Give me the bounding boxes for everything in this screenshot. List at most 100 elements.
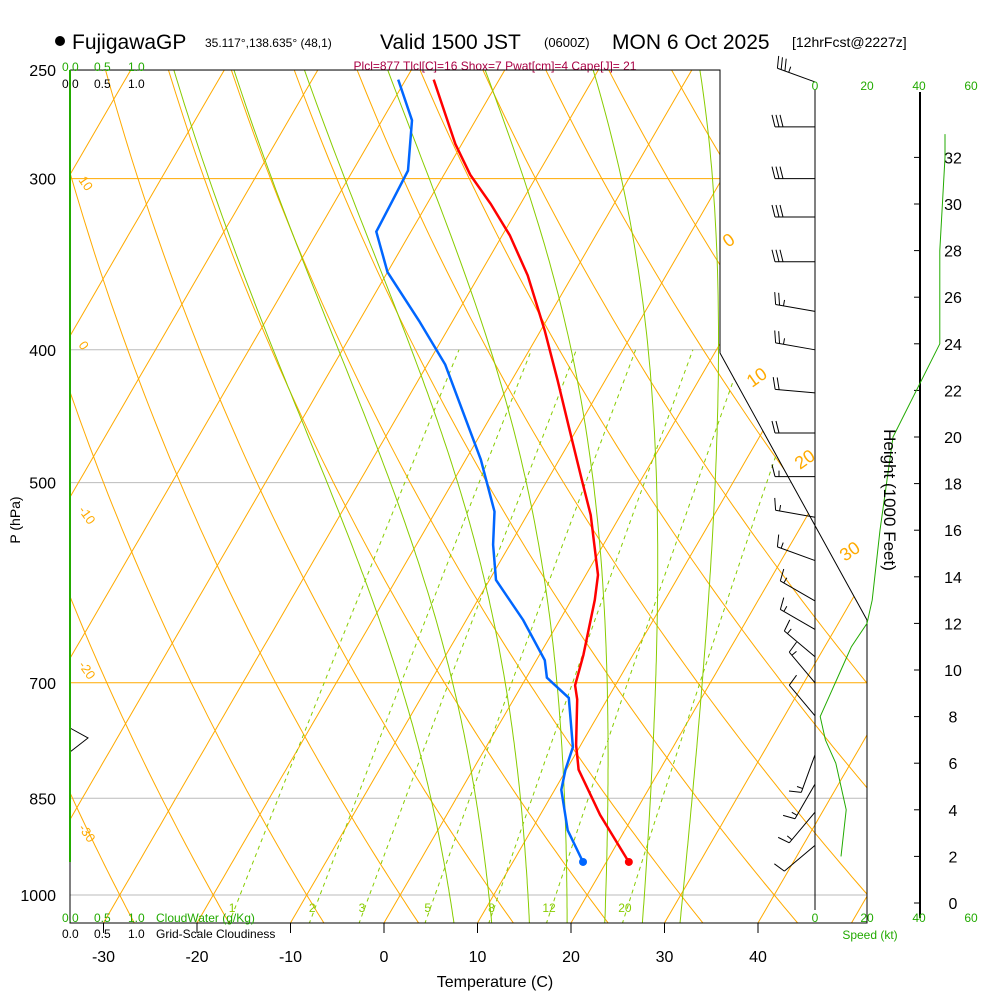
height-tick-label: 18 (944, 477, 962, 494)
barb-staff (776, 304, 815, 311)
barb-staff (784, 845, 815, 871)
barb-feather (772, 465, 775, 477)
isotherm-label: 0 (719, 229, 739, 251)
isotherm-label: -30 (76, 821, 99, 845)
barb-feather (780, 598, 783, 610)
barb-feather (780, 205, 783, 217)
barb-feather (772, 250, 775, 262)
barb-staff (777, 547, 815, 561)
barb-feather (780, 167, 783, 179)
barb-feather (776, 167, 779, 179)
mixing-ratio-label: 8 (488, 901, 495, 915)
surface-dewpoint-point (579, 858, 587, 866)
cloudiness-tick-top: 1.0 (128, 77, 145, 91)
temperature-tick-label: -20 (185, 949, 208, 966)
wind-barb (789, 675, 815, 716)
speed-tick-label-bottom: 40 (912, 911, 926, 925)
barb-half-feather (789, 67, 791, 73)
mixing-ratio-line (546, 350, 744, 924)
barb-staff (775, 389, 815, 392)
barb-feather (776, 115, 779, 127)
wind-barb (772, 421, 815, 433)
surface-marker-icon (70, 728, 88, 752)
forecast-info: [12hrFcst@2227z] (792, 34, 907, 50)
pressure-tick-label: 250 (29, 63, 56, 80)
height-tick-label: 14 (944, 570, 962, 587)
barb-feather (779, 331, 780, 343)
plot-frame (70, 70, 867, 923)
cloudwater-tick-top: 1.0 (128, 60, 145, 74)
speed-axis-label: Speed (kt) (842, 928, 897, 942)
pressure-tick-label: 700 (29, 676, 56, 693)
barb-feather (783, 815, 795, 818)
barb-half-feather (792, 651, 797, 655)
height-tick-label: 20 (944, 430, 962, 447)
temperature-tick-label: 30 (656, 949, 674, 966)
barb-feather (775, 331, 776, 343)
height-axis-label: Height (1000 Feet) (880, 429, 899, 571)
barb-staff (780, 581, 815, 601)
cloudwater-label: CloudWater (g/Kg) (156, 911, 255, 925)
barb-feather (789, 642, 796, 652)
plot-grid (0, 46, 1000, 930)
barb-staff (780, 609, 815, 629)
cloudiness-tick-bottom: 0.0 (62, 927, 79, 941)
barb-staff (784, 631, 815, 657)
y-axis-label: P (hPa) (7, 496, 23, 543)
mixing-ratio-line (359, 350, 577, 924)
isotherm-label: -20 (76, 658, 99, 682)
barb-half-feather (783, 338, 784, 344)
barb-feather (785, 59, 786, 71)
temperature-tick-label: -30 (92, 949, 115, 966)
barb-staff (776, 343, 815, 350)
dry-adiabat-line (845, 46, 1000, 930)
barb-feather (778, 837, 789, 842)
height-tick-label: 8 (949, 710, 958, 727)
wind-barb (772, 167, 815, 179)
valid-date: MON 6 Oct 2025 (612, 31, 770, 54)
height-tick-label: 28 (944, 244, 962, 261)
barb-half-feather (797, 787, 803, 789)
mixing-ratio-label: 5 (424, 901, 431, 915)
barb-feather (777, 535, 778, 547)
speed-tick-label-top: 60 (964, 79, 978, 93)
wind-barb (780, 569, 815, 601)
sounding-indices: Plcl=877 Tlcl[C]=16 Shox=7 Pwat[cm]=4 Ca… (354, 59, 637, 73)
barb-feather (781, 57, 782, 69)
speed-tick-label-bottom: 20 (860, 911, 874, 925)
wind-barb (789, 755, 815, 793)
height-tick-label: 16 (944, 523, 962, 540)
barb-feather (776, 421, 779, 433)
barb-feather (789, 791, 801, 792)
wind-barb (772, 205, 815, 217)
temperature-line (434, 80, 629, 862)
height-tick-label: 24 (944, 337, 962, 354)
mixing-ratio-label: 2 (309, 901, 316, 915)
barb-half-feather (781, 543, 783, 549)
height-tick-label: 26 (944, 290, 962, 307)
speed-tick-label-top: 20 (860, 79, 874, 93)
barb-feather (775, 292, 776, 304)
wind-barb (780, 598, 815, 630)
wind-barb (775, 331, 815, 350)
wind-barb (772, 115, 815, 127)
speed-tick-label-top: 0 (812, 79, 819, 93)
height-tick-label: 0 (949, 896, 958, 913)
cloudiness-label: Grid-Scale Cloudiness (156, 927, 275, 941)
height-tick-label: 32 (944, 150, 962, 167)
speed-tick-label-bottom: 60 (964, 911, 978, 925)
barb-staff (776, 510, 815, 517)
temperature-tick-label: 10 (469, 949, 487, 966)
height-tick-label: 6 (949, 756, 958, 773)
wind-barb (775, 292, 815, 311)
barb-half-feather (783, 300, 784, 306)
barb-feather (776, 205, 779, 217)
mixing-ratio-label: 20 (618, 901, 632, 915)
cloudwater-tick-top: 0.5 (94, 60, 111, 74)
barb-staff (789, 652, 815, 683)
mixing-ratio-label: 3 (359, 901, 366, 915)
valid-time: Valid 1500 JST (380, 31, 521, 54)
pressure-tick-label: 1000 (20, 888, 56, 905)
barb-feather (777, 56, 778, 68)
height-tick-label: 22 (944, 383, 962, 400)
